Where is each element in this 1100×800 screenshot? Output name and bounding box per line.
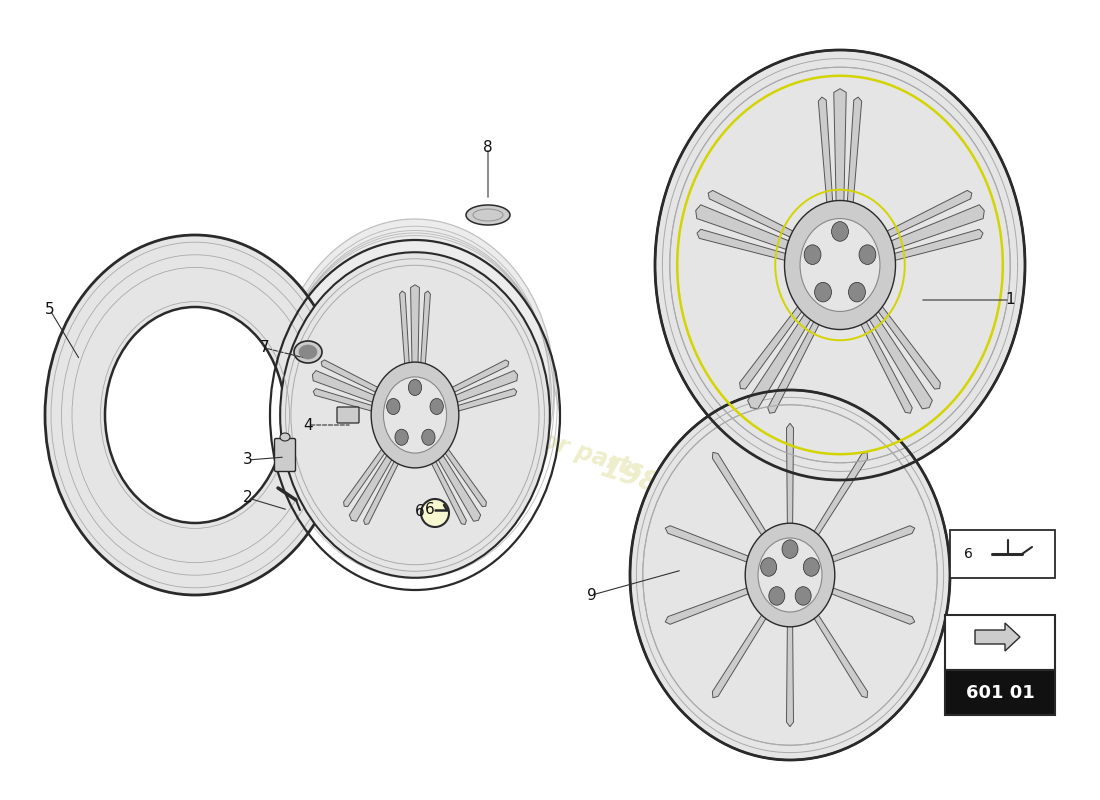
- Ellipse shape: [299, 345, 317, 359]
- Polygon shape: [438, 438, 486, 506]
- Polygon shape: [748, 283, 829, 409]
- Polygon shape: [695, 205, 820, 261]
- Polygon shape: [872, 190, 971, 244]
- Ellipse shape: [630, 390, 950, 760]
- Text: Lamborghini: Lamborghini: [82, 461, 358, 499]
- Ellipse shape: [466, 205, 510, 225]
- Ellipse shape: [280, 433, 290, 441]
- Text: 601 01: 601 01: [966, 683, 1034, 702]
- FancyBboxPatch shape: [275, 438, 296, 471]
- Polygon shape: [786, 423, 793, 538]
- Ellipse shape: [758, 538, 822, 612]
- Polygon shape: [431, 370, 518, 411]
- Polygon shape: [312, 370, 399, 411]
- Polygon shape: [860, 205, 984, 261]
- Text: 9: 9: [587, 587, 597, 602]
- Text: 6: 6: [425, 502, 435, 518]
- FancyBboxPatch shape: [337, 407, 359, 423]
- Ellipse shape: [430, 398, 443, 414]
- Polygon shape: [314, 389, 384, 414]
- Text: 4: 4: [304, 418, 312, 433]
- Ellipse shape: [104, 307, 285, 523]
- Text: 8: 8: [483, 141, 493, 155]
- Polygon shape: [713, 452, 773, 547]
- Text: 1: 1: [1005, 293, 1015, 307]
- Ellipse shape: [832, 222, 848, 242]
- Polygon shape: [713, 603, 773, 698]
- Polygon shape: [441, 360, 508, 398]
- Ellipse shape: [745, 523, 835, 627]
- Polygon shape: [846, 97, 861, 221]
- Ellipse shape: [761, 558, 777, 576]
- Polygon shape: [321, 360, 389, 398]
- Polygon shape: [786, 612, 793, 726]
- Polygon shape: [820, 584, 915, 624]
- Ellipse shape: [408, 379, 421, 395]
- Polygon shape: [834, 89, 846, 239]
- Ellipse shape: [45, 235, 345, 595]
- Polygon shape: [818, 97, 834, 221]
- Polygon shape: [806, 452, 868, 547]
- Polygon shape: [697, 230, 801, 264]
- FancyBboxPatch shape: [945, 615, 1055, 670]
- Polygon shape: [447, 389, 517, 414]
- Polygon shape: [739, 293, 812, 389]
- Polygon shape: [880, 230, 983, 264]
- Polygon shape: [868, 293, 940, 389]
- Ellipse shape: [294, 341, 322, 363]
- Ellipse shape: [804, 245, 821, 265]
- Ellipse shape: [848, 282, 866, 302]
- Ellipse shape: [654, 50, 1025, 480]
- Polygon shape: [666, 584, 760, 624]
- Polygon shape: [850, 283, 933, 409]
- Polygon shape: [820, 526, 915, 566]
- Ellipse shape: [421, 499, 449, 527]
- Ellipse shape: [859, 245, 876, 265]
- Text: 2: 2: [243, 490, 253, 506]
- Polygon shape: [768, 306, 827, 414]
- Ellipse shape: [421, 430, 436, 446]
- Polygon shape: [806, 603, 868, 698]
- Ellipse shape: [803, 558, 820, 576]
- Text: 7: 7: [261, 341, 270, 355]
- FancyBboxPatch shape: [950, 530, 1055, 578]
- Polygon shape: [343, 438, 393, 506]
- Ellipse shape: [795, 586, 811, 606]
- Polygon shape: [364, 449, 405, 525]
- Polygon shape: [666, 526, 760, 566]
- Text: 3: 3: [243, 453, 253, 467]
- Polygon shape: [426, 449, 466, 525]
- Ellipse shape: [371, 362, 459, 468]
- Ellipse shape: [815, 282, 832, 302]
- FancyBboxPatch shape: [945, 670, 1055, 715]
- Polygon shape: [424, 430, 481, 522]
- Ellipse shape: [769, 586, 784, 606]
- Polygon shape: [708, 190, 807, 244]
- Ellipse shape: [784, 201, 895, 330]
- Text: a passion for parts since: a passion for parts since: [400, 383, 719, 507]
- Ellipse shape: [800, 218, 880, 311]
- Ellipse shape: [276, 219, 554, 555]
- Text: 6: 6: [964, 547, 972, 561]
- Text: 5: 5: [45, 302, 55, 318]
- Polygon shape: [420, 291, 430, 378]
- Polygon shape: [350, 430, 407, 522]
- Ellipse shape: [384, 377, 447, 453]
- Ellipse shape: [395, 430, 408, 446]
- Polygon shape: [975, 623, 1020, 651]
- Ellipse shape: [782, 540, 797, 558]
- Text: 1985: 1985: [597, 454, 683, 506]
- Polygon shape: [410, 285, 419, 394]
- Polygon shape: [852, 306, 912, 414]
- Ellipse shape: [280, 252, 550, 578]
- Ellipse shape: [387, 398, 400, 414]
- Text: 6: 6: [415, 505, 425, 519]
- Polygon shape: [399, 291, 410, 378]
